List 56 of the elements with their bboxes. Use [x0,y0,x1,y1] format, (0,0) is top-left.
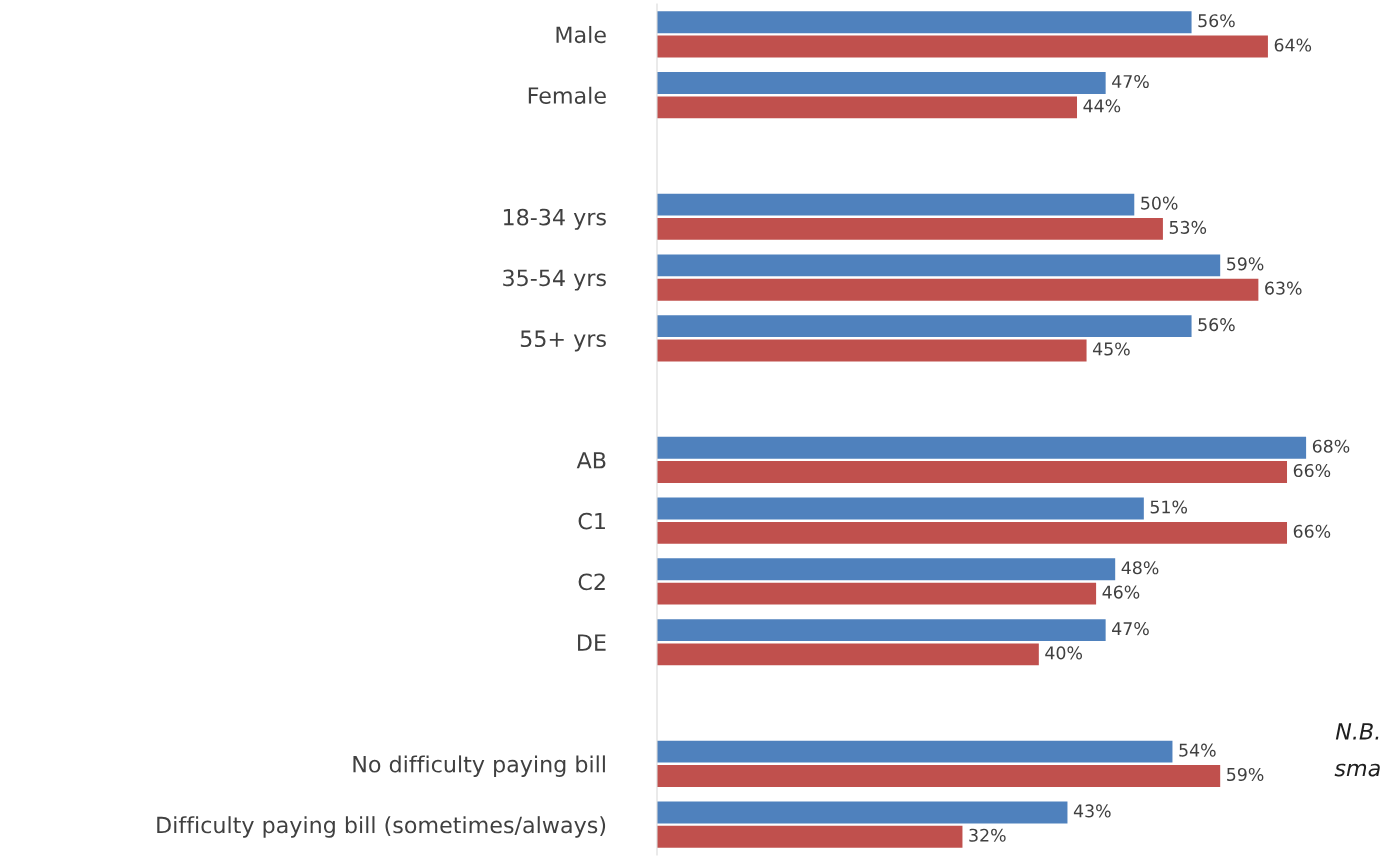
data-label: 53% [1169,220,1207,234]
data-label: 54% [1179,743,1216,757]
bar [657,96,1078,119]
y-tick-label: AB [576,452,606,469]
data-label: 46% [1102,585,1140,599]
data-label: 63% [1265,281,1302,295]
y-tick-label: Difficulty paying bill (sometimes/always) [157,816,606,838]
y-tick-label: 55+ yrs [520,330,606,352]
y-tick-label: No difficulty paying bill [353,755,605,777]
bar [657,582,1097,605]
bar [657,558,1116,581]
y-tick-label: Male [556,25,606,44]
data-label: 66% [1293,524,1331,538]
bar [657,497,1144,520]
bar [657,619,1106,642]
text: N.B. sma [1334,723,1380,777]
data-label: 68% [1312,439,1350,453]
bar [657,278,1259,301]
bar [657,825,963,848]
bar [657,461,1288,483]
data-label: 59% [1227,257,1264,271]
bar [657,11,1192,34]
y-tick-label: DE [578,634,606,651]
bar [657,339,1087,362]
bar [657,254,1221,277]
data-label: 51% [1150,500,1188,514]
data-label: 43% [1073,804,1111,818]
data-label: 66% [1293,463,1331,478]
bar [657,72,1106,94]
bar [657,740,1173,763]
bar [657,643,1039,666]
data-label: 47% [1112,622,1149,636]
y-tick-label: 18-34 yrs [503,208,606,230]
data-label: 56% [1198,318,1235,332]
data-label: 59% [1227,767,1264,782]
y-tick-label: 35-54 yrs [503,269,606,291]
data-label: 50% [1141,196,1178,210]
data-label: 44% [1083,99,1121,113]
y-tick-label: Female [528,86,606,104]
data-label: 64% [1274,38,1312,52]
data-label: 47% [1112,74,1149,89]
bar [657,801,1068,824]
data-label: 56% [1198,14,1235,28]
bar [657,35,1268,58]
data-label: 40% [1045,646,1083,660]
bar [657,217,1163,240]
bar [657,436,1307,459]
y-tick-label: C1 [578,512,605,530]
data-label: 45% [1092,342,1130,356]
bar [657,193,1135,216]
y-tick-label: C2 [578,573,605,591]
data-label: 48% [1121,561,1159,575]
bar [657,765,1221,787]
bar [657,315,1192,338]
data-label: 32% [969,828,1006,842]
bar [657,521,1288,544]
